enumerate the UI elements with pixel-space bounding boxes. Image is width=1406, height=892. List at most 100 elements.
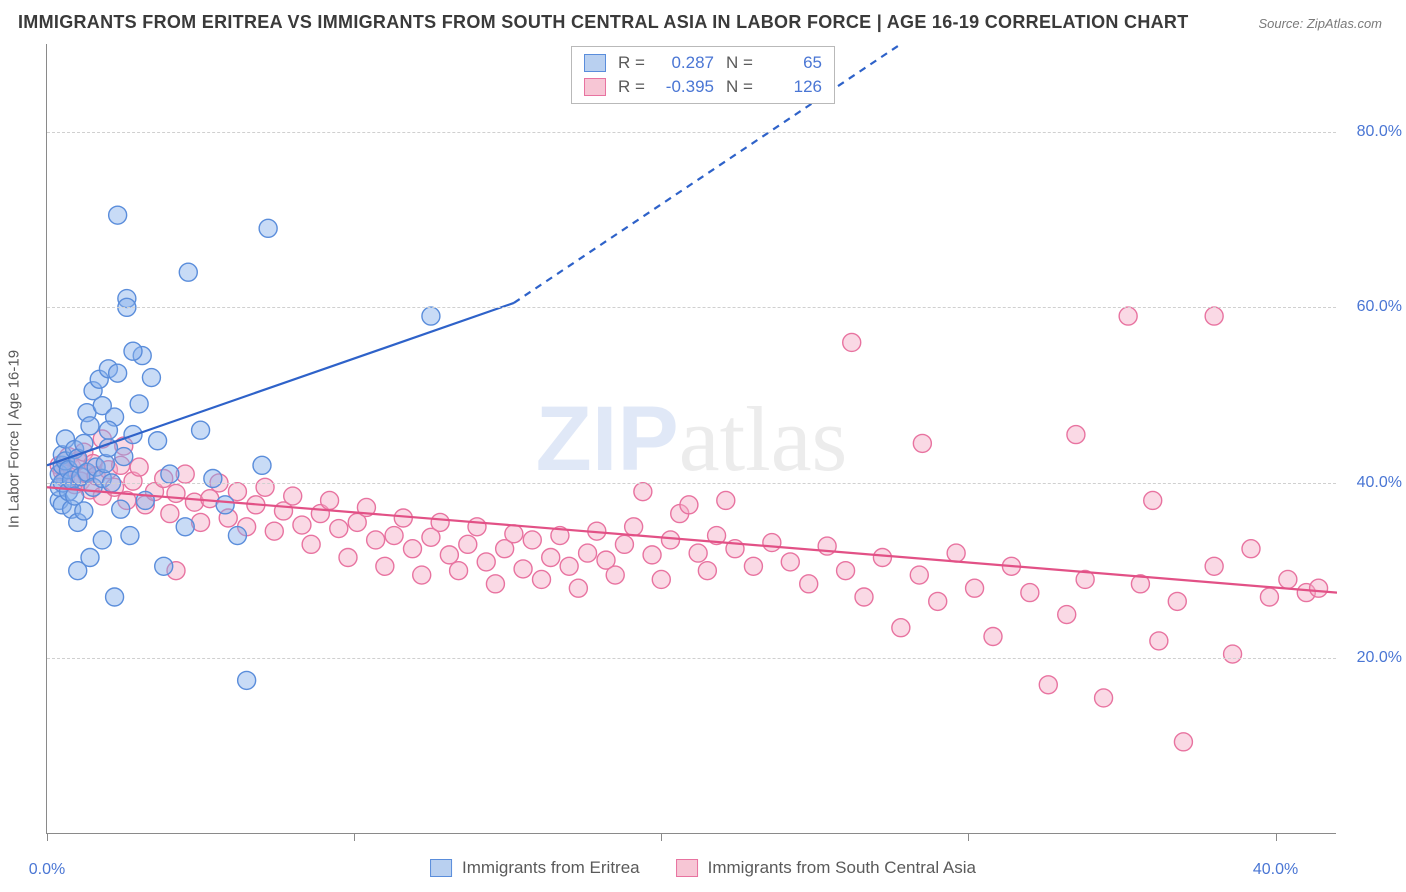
- plot-svg: [47, 44, 1337, 834]
- scatter-point-south_central_asia: [1095, 689, 1113, 707]
- scatter-point-south_central_asia: [1150, 632, 1168, 650]
- scatter-point-south_central_asia: [302, 535, 320, 553]
- plot-area: ZIPatlas 20.0%40.0%60.0%80.0%0.0%40.0%: [46, 44, 1336, 834]
- scatter-point-south_central_asia: [652, 570, 670, 588]
- r-value-0: 0.287: [654, 51, 714, 75]
- scatter-point-south_central_asia: [910, 566, 928, 584]
- x-tick: [47, 833, 48, 841]
- scatter-point-eritrea: [124, 342, 142, 360]
- scatter-point-south_central_asia: [505, 525, 523, 543]
- scatter-point-south_central_asia: [843, 333, 861, 351]
- y-tick-label: 20.0%: [1357, 649, 1402, 667]
- scatter-point-eritrea: [259, 219, 277, 237]
- scatter-point-south_central_asia: [477, 553, 495, 571]
- scatter-point-south_central_asia: [514, 560, 532, 578]
- scatter-point-south_central_asia: [542, 549, 560, 567]
- scatter-point-eritrea: [81, 417, 99, 435]
- scatter-point-south_central_asia: [689, 544, 707, 562]
- gridline-h: [47, 132, 1336, 133]
- scatter-point-south_central_asia: [293, 516, 311, 534]
- scatter-point-eritrea: [109, 206, 127, 224]
- scatter-point-eritrea: [216, 496, 234, 514]
- scatter-point-eritrea: [109, 364, 127, 382]
- y-tick-label: 80.0%: [1357, 123, 1402, 141]
- scatter-point-eritrea: [75, 502, 93, 520]
- scatter-point-south_central_asia: [1205, 557, 1223, 575]
- scatter-point-south_central_asia: [1168, 592, 1186, 610]
- scatter-point-eritrea: [253, 456, 271, 474]
- scatter-point-south_central_asia: [284, 487, 302, 505]
- scatter-point-eritrea: [99, 421, 117, 439]
- scatter-point-south_central_asia: [376, 557, 394, 575]
- legend-label-eritrea: Immigrants from Eritrea: [462, 858, 640, 878]
- scatter-point-south_central_asia: [1310, 579, 1328, 597]
- scatter-point-south_central_asia: [1021, 584, 1039, 602]
- scatter-point-south_central_asia: [1144, 491, 1162, 509]
- x-tick: [968, 833, 969, 841]
- scatter-point-south_central_asia: [680, 496, 698, 514]
- n-label: N =: [726, 75, 750, 99]
- scatter-point-south_central_asia: [265, 522, 283, 540]
- scatter-point-south_central_asia: [634, 483, 652, 501]
- scatter-point-eritrea: [149, 432, 167, 450]
- x-tick-label: 40.0%: [1253, 861, 1298, 879]
- scatter-point-eritrea: [130, 395, 148, 413]
- scatter-point-south_central_asia: [1279, 570, 1297, 588]
- scatter-point-eritrea: [106, 588, 124, 606]
- scatter-point-south_central_asia: [929, 592, 947, 610]
- scatter-point-south_central_asia: [1242, 540, 1260, 558]
- scatter-point-south_central_asia: [837, 562, 855, 580]
- scatter-point-eritrea: [238, 671, 256, 689]
- scatter-point-south_central_asia: [744, 557, 762, 575]
- legend-series: Immigrants from Eritrea Immigrants from …: [430, 858, 976, 878]
- source-attribution: Source: ZipAtlas.com: [1258, 16, 1382, 31]
- scatter-point-south_central_asia: [698, 562, 716, 580]
- scatter-point-south_central_asia: [1224, 645, 1242, 663]
- scatter-point-south_central_asia: [459, 535, 477, 553]
- x-tick-label: 0.0%: [29, 861, 65, 879]
- scatter-point-south_central_asia: [130, 458, 148, 476]
- scatter-point-south_central_asia: [167, 484, 185, 502]
- scatter-point-south_central_asia: [1260, 588, 1278, 606]
- scatter-point-south_central_asia: [984, 628, 1002, 646]
- scatter-point-eritrea: [115, 448, 133, 466]
- scatter-point-south_central_asia: [256, 478, 274, 496]
- scatter-point-south_central_asia: [781, 553, 799, 571]
- scatter-point-south_central_asia: [321, 491, 339, 509]
- scatter-point-eritrea: [204, 470, 222, 488]
- scatter-point-south_central_asia: [763, 534, 781, 552]
- n-value-0: 65: [762, 51, 822, 75]
- x-tick: [354, 833, 355, 841]
- scatter-point-south_central_asia: [560, 557, 578, 575]
- legend-swatch-eritrea-icon: [430, 859, 452, 877]
- scatter-point-eritrea: [422, 307, 440, 325]
- chart-title: IMMIGRANTS FROM ERITREA VS IMMIGRANTS FR…: [18, 12, 1189, 33]
- legend-label-sca: Immigrants from South Central Asia: [708, 858, 976, 878]
- scatter-point-eritrea: [192, 421, 210, 439]
- legend-swatch-eritrea: [584, 54, 606, 72]
- r-label: R =: [618, 75, 642, 99]
- y-axis-label: In Labor Force | Age 16-19: [6, 350, 23, 528]
- y-tick-label: 60.0%: [1357, 298, 1402, 316]
- scatter-point-eritrea: [155, 557, 173, 575]
- scatter-point-south_central_asia: [625, 518, 643, 536]
- scatter-point-eritrea: [179, 263, 197, 281]
- scatter-point-south_central_asia: [800, 575, 818, 593]
- scatter-point-eritrea: [112, 500, 130, 518]
- scatter-point-south_central_asia: [615, 535, 633, 553]
- scatter-point-south_central_asia: [394, 509, 412, 527]
- scatter-point-south_central_asia: [717, 491, 735, 509]
- scatter-point-south_central_asia: [1174, 733, 1192, 751]
- scatter-point-south_central_asia: [367, 531, 385, 549]
- scatter-point-south_central_asia: [413, 566, 431, 584]
- scatter-point-south_central_asia: [161, 505, 179, 523]
- scatter-point-south_central_asia: [947, 544, 965, 562]
- gridline-h: [47, 658, 1336, 659]
- r-label: R =: [618, 51, 642, 75]
- n-label: N =: [726, 51, 750, 75]
- legend-stats-row-1: R = -0.395 N = 126: [584, 75, 822, 99]
- scatter-point-eritrea: [121, 527, 139, 545]
- scatter-point-eritrea: [93, 531, 111, 549]
- scatter-point-eritrea: [228, 527, 246, 545]
- scatter-point-south_central_asia: [643, 546, 661, 564]
